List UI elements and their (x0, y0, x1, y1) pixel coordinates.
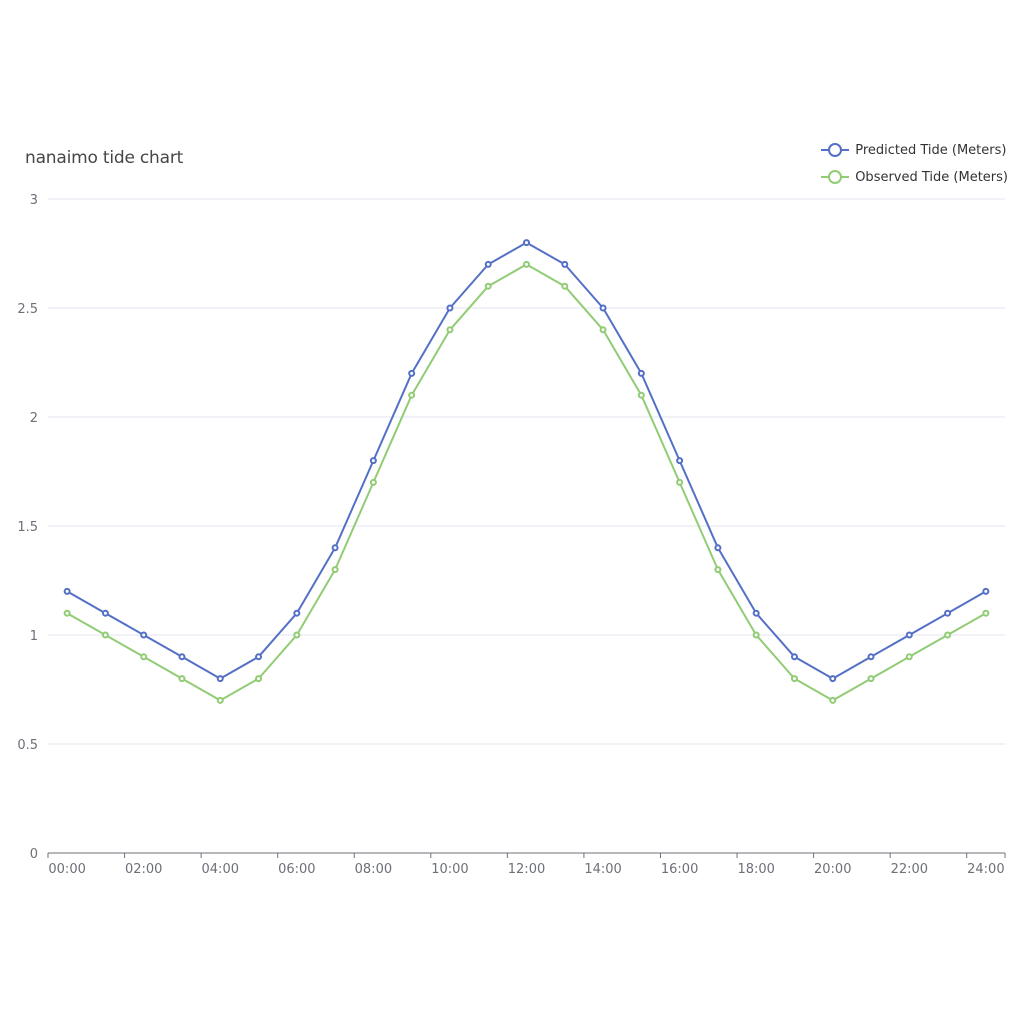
y-tick-label: 0.5 (17, 738, 38, 753)
data-point[interactable] (63, 587, 71, 595)
data-point[interactable] (523, 239, 530, 247)
data-point[interactable] (599, 304, 607, 312)
x-tick-label: 00:00 (48, 862, 85, 877)
data-point[interactable] (982, 587, 990, 595)
line-circle-marker-icon (821, 170, 850, 184)
data-point[interactable] (637, 391, 645, 399)
data-point[interactable] (523, 260, 530, 268)
data-point[interactable] (178, 675, 186, 683)
data-point[interactable] (216, 675, 224, 683)
data-point[interactable] (714, 544, 722, 552)
x-tick-label: 20:00 (814, 862, 851, 877)
data-point[interactable] (293, 609, 301, 617)
data-point[interactable] (369, 457, 377, 465)
data-point[interactable] (829, 675, 837, 683)
x-tick-label: 02:00 (125, 862, 162, 877)
line-circle-marker-icon (821, 143, 850, 157)
data-point[interactable] (255, 653, 263, 661)
data-point[interactable] (752, 631, 760, 639)
data-point[interactable] (140, 653, 148, 661)
y-tick-label: 2.5 (17, 302, 38, 317)
data-point[interactable] (446, 304, 454, 312)
data-point[interactable] (101, 631, 109, 639)
legend: Predicted Tide (Meters) Observed Tide (M… (821, 141, 1008, 195)
x-tick-label: 24:00 (967, 862, 1004, 877)
data-point[interactable] (599, 326, 607, 334)
data-point[interactable] (216, 696, 224, 704)
data-point[interactable] (140, 631, 148, 639)
data-point[interactable] (944, 631, 952, 639)
data-point[interactable] (331, 566, 339, 574)
y-tick-label: 0 (30, 847, 38, 862)
data-point[interactable] (905, 653, 913, 661)
data-point[interactable] (255, 675, 263, 683)
x-tick-label: 16:00 (661, 862, 698, 877)
data-point[interactable] (714, 566, 722, 574)
data-point[interactable] (905, 631, 913, 639)
x-tick-label: 06:00 (278, 862, 315, 877)
x-tick-label: 08:00 (355, 862, 392, 877)
data-point[interactable] (484, 282, 492, 290)
data-point[interactable] (178, 653, 186, 661)
data-point[interactable] (446, 326, 454, 334)
data-point[interactable] (790, 653, 798, 661)
x-tick-label: 18:00 (737, 862, 774, 877)
legend-item-observed[interactable]: Observed Tide (Meters) (821, 168, 1008, 186)
data-point[interactable] (561, 282, 569, 290)
data-point[interactable] (676, 457, 684, 465)
y-tick-label: 1 (30, 629, 38, 644)
chart-title: nanaimo tide chart (25, 148, 184, 168)
data-point[interactable] (752, 609, 760, 617)
data-point[interactable] (676, 478, 684, 486)
y-tick-label: 1.5 (17, 520, 38, 535)
y-tick-label: 3 (30, 193, 38, 208)
data-point[interactable] (63, 609, 71, 617)
data-point[interactable] (637, 369, 645, 377)
data-point[interactable] (369, 478, 377, 486)
x-tick-label: 12:00 (508, 862, 545, 877)
legend-label: Observed Tide (Meters) (855, 169, 1008, 185)
data-point[interactable] (944, 609, 952, 617)
data-point[interactable] (867, 675, 875, 683)
data-point[interactable] (484, 260, 492, 268)
y-tick-label: 2 (30, 411, 38, 426)
data-point[interactable] (408, 391, 416, 399)
x-tick-label: 14:00 (584, 862, 621, 877)
data-point[interactable] (790, 675, 798, 683)
data-point[interactable] (561, 260, 569, 268)
data-point[interactable] (101, 609, 109, 617)
x-tick-label: 22:00 (891, 862, 928, 877)
data-point[interactable] (331, 544, 339, 552)
legend-item-predicted[interactable]: Predicted Tide (Meters) (821, 141, 1008, 159)
data-point[interactable] (982, 609, 990, 617)
data-point[interactable] (829, 696, 837, 704)
data-point[interactable] (293, 631, 301, 639)
x-tick-label: 04:00 (202, 862, 239, 877)
data-point[interactable] (867, 653, 875, 661)
x-tick-label: 10:00 (431, 862, 468, 877)
legend-label: Predicted Tide (Meters) (855, 142, 1007, 158)
data-point[interactable] (408, 369, 416, 377)
